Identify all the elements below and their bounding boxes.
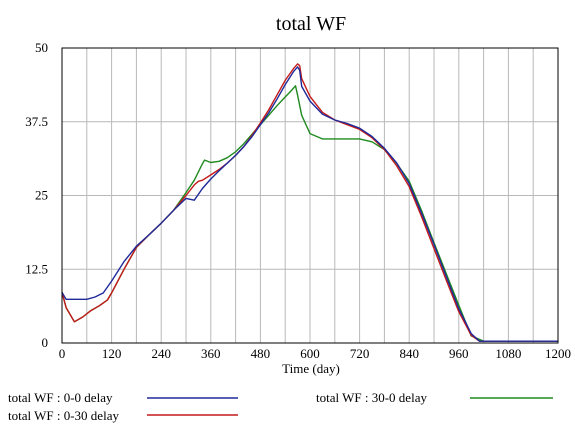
plot-frame [61, 47, 559, 344]
y-tick-label: 12.5 [25, 261, 48, 276]
x-tick-label: 960 [449, 346, 469, 361]
x-tick-label: 240 [151, 346, 171, 361]
x-tick-label: 0 [59, 346, 66, 361]
x-tick-label: 720 [350, 346, 370, 361]
legend-label-0: total WF : 0-0 delay [8, 390, 113, 405]
tick-label-layer: 0 120 240 360 480 600 720 840 960 1080 1200 0 12.5 25… [25, 40, 571, 361]
y-tick-label: 37.5 [25, 114, 48, 129]
x-tick-label: 840 [399, 346, 419, 361]
x-tick-label: 480 [251, 346, 271, 361]
y-tick-label: 50 [35, 40, 48, 55]
y-tick-label: 25 [35, 188, 48, 203]
legend-label-2: total WF : 30-0 delay [316, 390, 427, 405]
x-tick-label: 1080 [495, 346, 521, 361]
chart-title: total WF [276, 13, 346, 35]
x-tick-label: 120 [102, 346, 122, 361]
y-tick-label: 0 [42, 335, 49, 350]
series-layer [61, 63, 558, 342]
x-tick-label: 600 [300, 346, 320, 361]
x-tick-label: 360 [201, 346, 221, 361]
grid-layer [61, 47, 559, 344]
series-line-0 [61, 66, 558, 342]
x-axis-label: Time (day) [282, 361, 340, 376]
legend: total WF : 0-0 delay total WF : 0-30 dela… [8, 390, 553, 423]
series-line-1 [61, 63, 558, 342]
legend-label-1: total WF : 0-30 delay [8, 408, 119, 423]
x-tick-label: 1200 [545, 346, 571, 361]
